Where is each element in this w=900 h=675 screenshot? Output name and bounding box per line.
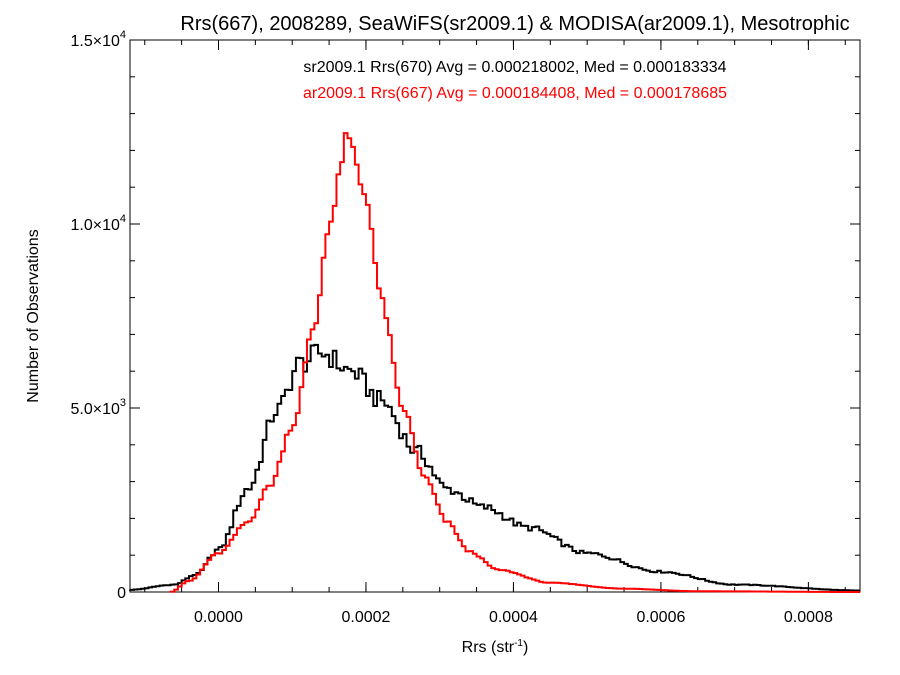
x-axis-ticks: 0.0000 0.0002 0.0004 0.0006 0.0008 <box>144 40 846 626</box>
series-sr2009-histogram <box>129 343 860 592</box>
x-tick-label: 0.0000 <box>194 609 243 626</box>
x-tick-label: 0.0002 <box>341 609 390 626</box>
y-tick-label: 1.5×104 <box>70 29 126 50</box>
y-axis-label: Number of Observations <box>25 229 42 402</box>
series-ar2009-histogram <box>169 132 860 593</box>
x-tick-label: 0.0004 <box>489 609 538 626</box>
legend-entry-ar2009: ar2009.1 Rrs(667) Avg = 0.000184408, Med… <box>303 85 727 102</box>
x-axis-label: Rrs (str-1) <box>462 638 529 656</box>
x-tick-label: 0.0006 <box>636 609 685 626</box>
plot-frame <box>129 39 861 593</box>
plot-area: 0.0000 0.0002 0.0004 0.0006 0.0008 0 5.0×103 1… <box>70 29 861 626</box>
y-axis-ticks: 0 5.0×103 1.0×104 1.5×104 <box>70 29 860 602</box>
y-tick-label: 0 <box>117 585 126 602</box>
legend-entry-sr2009: sr2009.1 Rrs(670) Avg = 0.000218002, Med… <box>303 59 726 76</box>
chart-title: Rrs(667), 2008289, SeaWiFS(sr2009.1) & M… <box>180 13 849 35</box>
x-tick-label: 0.0008 <box>784 609 833 626</box>
y-tick-label: 5.0×103 <box>70 397 126 418</box>
y-tick-label: 1.0×104 <box>70 213 126 234</box>
